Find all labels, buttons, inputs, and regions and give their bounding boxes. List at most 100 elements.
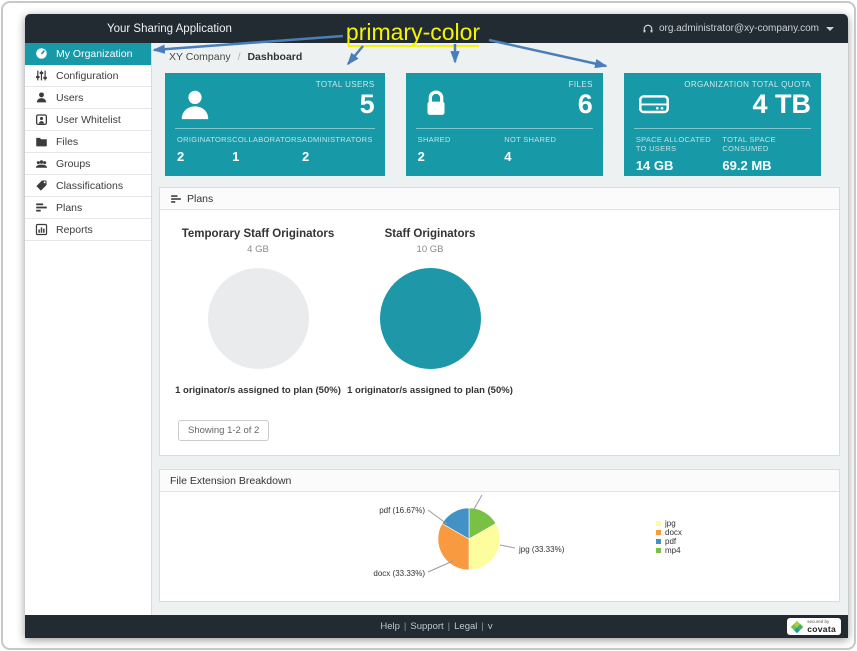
pie-slice-docx [437,523,470,571]
legend-swatch [656,548,661,553]
badge-line2: covata [807,623,836,634]
file-breakdown-panel: File Extension Breakdown jpg (33.33%) doc… [159,469,840,602]
metric-value: 4 [504,149,512,164]
metric-value: 2 [302,149,310,164]
plan-utilization-circle [207,268,309,369]
footer-link-legal[interactable]: Legal [454,621,478,632]
sidebar-item-plans[interactable]: Plans [25,197,151,219]
pie-label-jpg: jpg (33.33%) [518,545,565,554]
plans-paging-button[interactable]: Showing 1-2 of 2 [178,420,270,441]
pie-legend: jpg docx pdf mp4 [656,519,682,555]
stat-title: FILES [568,80,593,89]
sidebar-item-label: Files [56,135,79,148]
stat-value: 5 [359,89,375,119]
user-badge-icon [35,113,48,126]
plans-bars-icon [170,193,182,205]
plans-panel-header: Plans [160,188,839,210]
stat-value: 4 TB [752,89,812,119]
divider [175,128,375,129]
plan-utilization-circle [379,268,481,369]
app-title: Your Sharing Application [107,22,232,35]
covata-badge[interactable]: secured by covata [787,618,841,635]
file-breakdown-body: jpg (33.33%) docx (33.33%) pdf (16.67%) jp… [160,492,839,602]
footer-separator: | [403,621,407,632]
folder-icon [35,135,48,148]
caret-down-icon [826,26,834,31]
sidebar-item-groups[interactable]: Groups [25,153,151,175]
plans-panel: Plans Temporary Staff Originators 4 GB 1… [159,187,840,456]
pie-slice-jpg [468,523,501,571]
plan-quota: 4 GB [247,244,269,255]
legend-item-docx: docx [656,528,682,537]
file-breakdown-header: File Extension Breakdown [160,470,839,492]
sliders-icon [35,69,48,82]
stat-card-total-users: TOTAL USERS 5 ORIGINATORS 2 COLLABORATORS… [165,73,385,176]
legend-swatch [656,530,661,535]
plan-name: Temporary Staff Originators [181,228,335,240]
sidebar-item-user-whitelist[interactable]: User Whitelist [25,109,151,131]
pie-leader-docx [427,560,454,573]
stat-card-files: FILES 6 SHARED 2 NOT SHARED 4 [405,73,603,176]
footer-links: Help | Support | Legal | v [380,621,492,632]
file-breakdown-title: File Extension Breakdown [170,474,292,487]
bar-chart-icon [35,223,48,236]
plan-quota: 10 GB [416,244,444,255]
footer-separator: | [481,621,484,632]
plans-panel-title: Plans [187,192,214,205]
metric-value: 1 [232,149,240,164]
headset-icon [642,23,654,35]
pie-slice-pdf [441,507,470,540]
pie-label-docx: docx (33.33%) [373,569,425,578]
user-icon [35,91,48,104]
breadcrumb-current: Dashboard [247,51,303,63]
footer-link-support[interactable]: Support [410,621,444,632]
breadcrumb-separator: / [237,51,241,63]
plan-assigned-text: 1 originator/s assigned to plan (50%) [175,385,341,396]
legend-item-mp4: mp4 [656,546,682,555]
plan-item-staff-originators: Staff Originators 10 GB 1 originator/s a… [344,228,516,396]
badge-line1: secured by [807,619,830,624]
stat-cards-row: TOTAL USERS 5 ORIGINATORS 2 COLLABORATORS… [165,73,822,176]
tag-icon [35,179,48,192]
metric-label: NOT SHARED [504,135,557,144]
sidebar-item-users[interactable]: Users [25,87,151,109]
metric-label: ADMINISTRATORS [302,135,373,144]
metric-value: 14 GB [635,158,674,173]
person-icon [178,87,212,121]
sidebar-item-label: Reports [56,223,93,236]
account-menu[interactable]: org.administrator@xy-company.com [642,23,834,35]
main-content: XY Company / Dashboard TOTAL USERS 5 [152,43,848,615]
footer-bar: Help | Support | Legal | v secured by co… [25,615,848,638]
plans-bars-icon [35,201,48,214]
sidebar-item-configuration[interactable]: Configuration [25,65,151,87]
breadcrumb-parent[interactable]: XY Company [169,51,231,63]
metric-label: SPACE ALLOCATED TO USERS [635,135,711,153]
stat-card-quota: ORGANIZATION TOTAL QUOTA 4 TB SPACE ALLO… [623,73,822,176]
file-extension-pie-chart: jpg (33.33%) docx (33.33%) pdf (16.67%) [373,494,565,578]
metric-label: TOTAL SPACE CONSUMED [722,135,776,153]
sidebar-item-label: User Whitelist [56,113,121,126]
account-email: org.administrator@xy-company.com [658,23,819,34]
pie-leader-jpg [499,544,516,549]
sidebar-item-my-organization[interactable]: My Organization [25,43,151,65]
sidebar: My Organization Configuration Users User… [25,43,152,615]
stat-title: ORGANIZATION TOTAL QUOTA [684,80,812,89]
sidebar-item-files[interactable]: Files [25,131,151,153]
stat-value: 6 [577,89,593,119]
sidebar-item-label: Groups [56,157,91,170]
footer-separator: | [447,621,451,632]
plan-assigned-text: 1 originator/s assigned to plan (50%) [347,385,513,396]
stat-title: TOTAL USERS [315,80,375,89]
top-bar: Your Sharing Application org.administrat… [25,14,848,43]
sidebar-item-label: Users [56,91,84,104]
sidebar-item-classifications[interactable]: Classifications [25,175,151,197]
footer-link-version[interactable]: v [487,621,493,632]
footer-link-help[interactable]: Help [380,621,400,632]
sidebar-item-reports[interactable]: Reports [25,219,151,241]
plan-name: Staff Originators [384,228,476,240]
covata-pinwheel-logo [790,620,804,634]
users-group-icon [35,157,48,170]
divider [633,128,812,129]
hard-drive-icon [637,87,671,121]
plan-item-temporary-staff-originators: Temporary Staff Originators 4 GB 1 origi… [172,228,344,396]
